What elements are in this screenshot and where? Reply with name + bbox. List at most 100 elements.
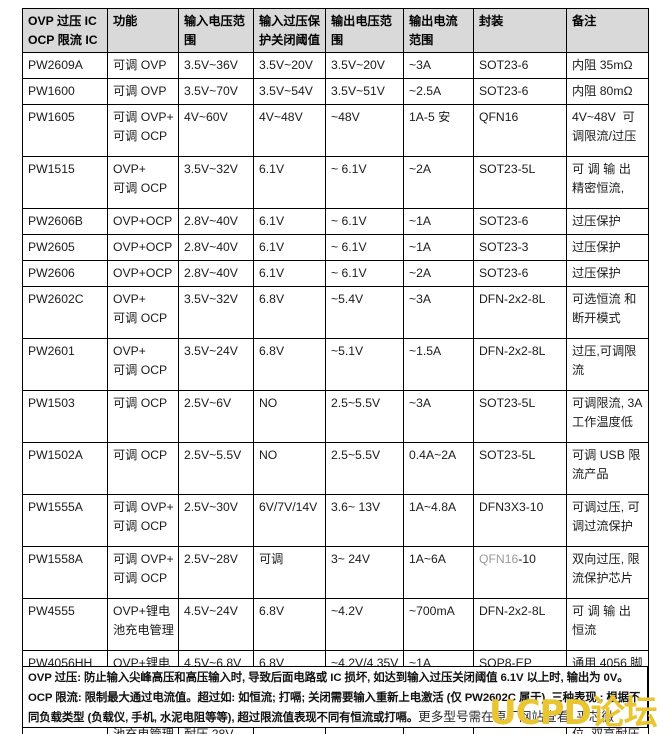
table-row: PW1605 可调 OVP+ 可调 OCP 4V~60V 4V~48V ~48V 1A-5 … — [22, 103, 649, 157]
cell-line: ~ 6.1V — [331, 213, 367, 228]
cell-vout-range: ~48V — [325, 103, 404, 157]
cell-function: OVP+OCP — [107, 233, 179, 261]
cell-vout-range: ~ 6.1V — [325, 207, 404, 235]
cell-line: 6.8V — [259, 603, 285, 618]
table-row: PW4555 OVP+锂电池充电管理 4.5V~24V 6.8V ~4.2V ~700mA… — [22, 597, 649, 651]
cell-package: QFN16 — [473, 103, 567, 157]
cell-line: 可调 OCP — [113, 128, 168, 143]
cell-line: DFN-2x2-8L — [479, 603, 546, 618]
cell-line: 可 调 输 出 恒流 — [572, 603, 635, 637]
cell-package: DFN-2x2-8L — [473, 337, 567, 391]
cell-package: SOT23-6 — [473, 77, 567, 105]
cell-function: 可调 OVP — [107, 77, 179, 105]
table-row: PW2601 OVP+ 可调 OCP 3.5V~24V 6.8V ~5.1V ~1.5A DF… — [22, 337, 649, 391]
cell-package: SOT23-3 — [473, 233, 567, 261]
cell-line: 耐压 28V — [184, 726, 234, 734]
cell-line: PW2602C — [28, 291, 84, 306]
cell-line: PW4555 — [28, 603, 75, 618]
cell-line: ~5.4V — [331, 291, 364, 306]
cell-ovp-threshold: 6.8V — [253, 337, 326, 391]
cell-line: 内阻 80mΩ — [572, 83, 633, 98]
cell-line: 3.6~ 13V — [331, 499, 381, 514]
cell-line: PW2606B — [28, 213, 83, 228]
cell-notes: 可选恒流 和断开模式 — [566, 285, 649, 339]
cell-vin-range: 3.5V~70V — [178, 77, 254, 105]
footer-ocp-line: OCP 限流: 限制最大通过电流值。超过如: 如恒流; 打嗝; 关闭需要输入重新… — [28, 691, 641, 704]
cell-function: 可调 OCP — [107, 389, 179, 443]
cell-line: 可调过压, 可调过流保护 — [572, 499, 640, 533]
cell-vin-range: 2.8V~40V — [178, 233, 254, 261]
cell-line: ~3A — [409, 57, 432, 72]
cell-package: QFN16-10 — [473, 545, 567, 599]
cell-package: DFN3X3-10 — [473, 493, 567, 547]
cell-line: 双向过压, 限流保护芯片 — [572, 551, 640, 585]
cell-part: PW1605 — [22, 103, 108, 157]
cell-line: 3.5V~70V — [184, 83, 238, 98]
cell-line: OVP+锂电池充电管理 — [113, 603, 174, 637]
cell-line: SOT23-6 — [479, 265, 529, 280]
cell-line: SOT23-6 — [479, 57, 529, 72]
cell-line: 2.8V~40V — [184, 213, 238, 228]
cell-line: OVP+OCP — [113, 239, 173, 254]
cell-notes: 过压保护 — [566, 207, 649, 235]
cell-line: PW1515 — [28, 161, 75, 176]
cell-line: ~ 6.1V — [331, 239, 367, 254]
cell-iout-range: 1A~6A — [403, 545, 474, 599]
cell-line: 3.5V~24V — [184, 343, 238, 358]
cell-notes: 可调限流, 3A工作温度低 — [566, 389, 649, 443]
cell-function: 可调 OVP+ 可调 OCP — [107, 493, 179, 547]
cell-line: PW2601 — [28, 343, 75, 358]
header-line: 备注 — [572, 14, 597, 28]
cell-iout-range: ~3A — [403, 389, 474, 443]
cell-line: 可调 USB 限流产品 — [572, 447, 641, 481]
package-suffix: -10 — [518, 551, 536, 566]
cell-line: 可调 OCP — [113, 570, 168, 585]
cell-line: 可 调 输 出 精密恒流, — [572, 161, 635, 195]
cell-vin-range: 3.5V~32V — [178, 285, 254, 339]
cell-line: 2.5V~30V — [184, 499, 238, 514]
cell-part: PW2601 — [22, 337, 108, 391]
cell-line: SOT23-5L — [479, 161, 536, 176]
cell-ovp-threshold: NO — [253, 441, 326, 495]
cell-line: 可调 OCP — [113, 310, 168, 325]
cell-package: SOT23-6 — [473, 259, 567, 287]
cell-line: ~ 6.1V — [331, 161, 367, 176]
cell-line: PW1605 — [28, 109, 75, 124]
cell-function: 可调 OVP+ 可调 OCP — [107, 103, 179, 157]
cell-line: 4V~60V — [184, 109, 228, 124]
cell-line: ~1.5A — [409, 343, 442, 358]
cell-line: 6.1V — [259, 161, 285, 176]
cell-line: 4.5V~24V — [184, 603, 238, 618]
cell-line: 可调 OCP — [113, 447, 168, 462]
table-header-row: OVP 过压 IC OCP 限流 IC 功能 输入电压范围 输入过压保护关闭阈值 … — [22, 8, 649, 53]
cell-iout-range: ~1A — [403, 233, 474, 261]
cell-vin-range: 3.5V~36V — [178, 51, 254, 79]
header-line: 输出电压范围 — [331, 14, 392, 47]
cell-line: 可调 OCP — [113, 518, 168, 533]
cell-ovp-threshold: 3.5V~54V — [253, 77, 326, 105]
header-iout-range: 输出电流范围 — [403, 8, 474, 53]
cell-iout-range: ~3A — [403, 285, 474, 339]
table-row: PW1502A 可调 OCP 2.5V~5.5V NO 2.5~5.5V 0.4A~2A S… — [22, 441, 649, 495]
cell-vin-range: 2.8V~40V — [178, 207, 254, 235]
cell-ovp-threshold: 4V~48V — [253, 103, 326, 157]
cell-line: 过压保护 — [572, 239, 621, 254]
cell-function: OVP+OCP — [107, 207, 179, 235]
footer-light-text: 更多型号需在原厂网站查看: 平芯微 — [418, 710, 615, 724]
cell-ovp-threshold: 6.8V — [253, 597, 326, 651]
cell-line: 3.5V~32V — [184, 161, 238, 176]
cell-part: PW1558A — [22, 545, 108, 599]
cell-iout-range: ~2.5A — [403, 77, 474, 105]
cell-line: 4V~48V 可调限流/过压 — [572, 109, 637, 143]
cell-line: 6.1V — [259, 239, 285, 254]
cell-ovp-threshold: NO — [253, 389, 326, 443]
cell-package: DFN-2x2-8L — [473, 597, 567, 651]
cell-vout-range: ~4.2V — [325, 597, 404, 651]
cell-ovp-threshold: 6.1V — [253, 259, 326, 287]
cell-line: 1A-5 安 — [409, 109, 451, 124]
cell-line: 可调 OVP — [113, 83, 167, 98]
cell-line: 2.5~5.5V — [331, 447, 381, 462]
table-row: PW1558A 可调 OVP+ 可调 OCP 2.5V~28V 可调 3~ 24V 1A~6… — [22, 545, 649, 599]
cell-part: PW2606B — [22, 207, 108, 235]
cell-iout-range: ~700mA — [403, 597, 474, 651]
